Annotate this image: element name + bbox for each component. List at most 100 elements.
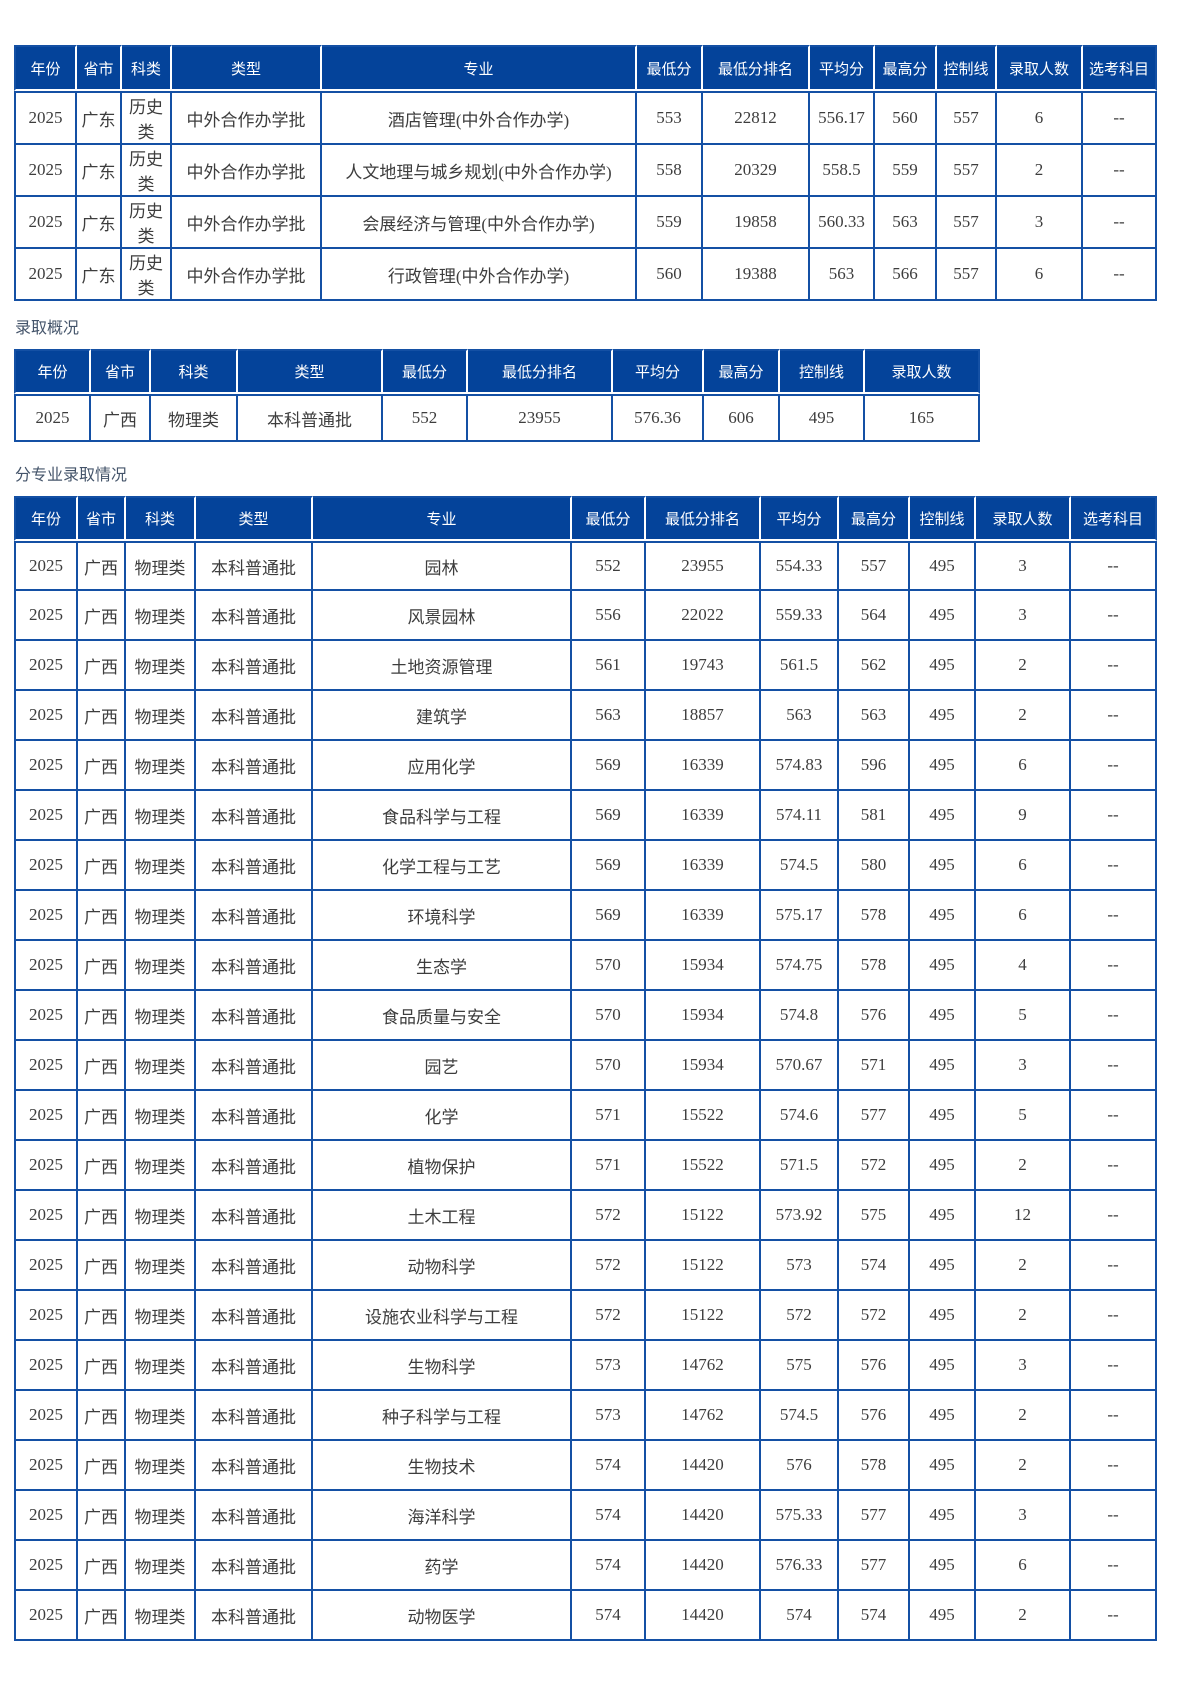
table-cell: 495 [910, 741, 976, 791]
table-cell: 6 [976, 891, 1071, 941]
table-cell: 物理类 [126, 541, 196, 591]
table-cell: 广东 [77, 145, 122, 197]
table-cell: 495 [910, 691, 976, 741]
table-cell: 广西 [78, 1341, 126, 1391]
table-cell: 本科普通批 [196, 1341, 313, 1391]
table-cell: 广西 [78, 1491, 126, 1541]
table-cell: 562 [839, 641, 910, 691]
table-cell: 556 [572, 591, 646, 641]
table-cell: 15522 [646, 1141, 761, 1191]
table-row: 2025 广西 物理类 本科普通批 风景园林 556 22022 559.33 564 495 3-… [14, 591, 1157, 641]
table-cell: -- [1071, 1491, 1157, 1541]
table-cell: 563 [810, 249, 875, 301]
table-cell: 556.17 [810, 91, 875, 145]
table-cell: 物理类 [126, 691, 196, 741]
table-cell: -- [1071, 1591, 1157, 1641]
table-cell: 环境科学 [313, 891, 572, 941]
table-cell: 5 [976, 991, 1071, 1041]
table-cell: 557 [839, 541, 910, 591]
table-cell: 574.8 [761, 991, 839, 1041]
table-cell: 557 [937, 91, 997, 145]
column-header: 控制线 [780, 349, 865, 394]
table-cell: 552 [383, 394, 468, 442]
table-cell: 574.11 [761, 791, 839, 841]
table-cell: 495 [910, 1141, 976, 1191]
table-cell: 物理类 [126, 591, 196, 641]
table-cell: 573 [572, 1391, 646, 1441]
table-cell: 495 [910, 591, 976, 641]
table-cell: -- [1083, 249, 1157, 301]
table-cell: 广西 [78, 1241, 126, 1291]
table-cell: 572 [761, 1291, 839, 1341]
table-cell: 564 [839, 591, 910, 641]
table-cell: 2025 [14, 1191, 78, 1241]
table-cell: 16339 [646, 741, 761, 791]
table-cell: 574 [839, 1591, 910, 1641]
table-cell: 566 [875, 249, 937, 301]
table-row: 2025 广东 历史类 中外合作办学批 人文地理与城乡规划(中外合作办学) 558 2032… [14, 145, 1157, 197]
table-cell: 571 [572, 1141, 646, 1191]
table-cell: 577 [839, 1491, 910, 1541]
table-cell: 本科普通批 [196, 1091, 313, 1141]
table-cell: 生物技术 [313, 1441, 572, 1491]
table-cell: 物理类 [126, 641, 196, 691]
table-cell: 495 [780, 394, 865, 442]
table-cell: -- [1071, 1391, 1157, 1441]
column-header: 平均分 [761, 496, 839, 541]
table-cell: 571 [572, 1091, 646, 1141]
table-row: 2025 广西 物理类 本科普通批 552 23955 576.36 606 495 165 [14, 394, 980, 442]
table-cell: 本科普通批 [196, 1141, 313, 1191]
table-cell: 2025 [14, 741, 78, 791]
table-cell: -- [1071, 591, 1157, 641]
table-cell: 2025 [14, 1241, 78, 1291]
table-row: 2025 广西 物理类 本科普通批 生物科学 573 14762 575 576 495 3 -- [14, 1341, 1157, 1391]
table-cell: 495 [910, 1391, 976, 1441]
table-cell: 2 [976, 691, 1071, 741]
table-cell: 2025 [14, 91, 77, 145]
table-cell: 本科普通批 [196, 1041, 313, 1091]
table-header: 年份 省市 科类 类型 专业 最低分 最低分排名 平均分 最高分 控制线 录取人数 选考科目 [14, 496, 1157, 541]
table-cell: -- [1071, 1041, 1157, 1091]
table-cell: 2025 [14, 394, 91, 442]
table-cell: 581 [839, 791, 910, 841]
column-header: 选考科目 [1071, 496, 1157, 541]
table-cell: 2025 [14, 541, 78, 591]
table-row: 2025 广西 物理类 本科普通批 土木工程 572 15122 573.92 575 495 12… [14, 1191, 1157, 1241]
table-cell: 574.6 [761, 1091, 839, 1141]
table-cell: 495 [910, 1191, 976, 1241]
table-cell: 广西 [78, 1091, 126, 1141]
table-cell: 本科普通批 [196, 891, 313, 941]
table-cell: 14762 [646, 1341, 761, 1391]
table-cell: 558.5 [810, 145, 875, 197]
table-cell: 设施农业科学与工程 [313, 1291, 572, 1341]
table-cell: 570.67 [761, 1041, 839, 1091]
table-cell: 15122 [646, 1191, 761, 1241]
column-header: 类型 [172, 45, 322, 91]
table-cell: 557 [937, 197, 997, 249]
table-cell: 23955 [646, 541, 761, 591]
table-cell: 6 [997, 249, 1083, 301]
table-cell: 物理类 [126, 891, 196, 941]
table-cell: 物理类 [126, 1041, 196, 1091]
table-cell: 15934 [646, 941, 761, 991]
column-header: 科类 [126, 496, 196, 541]
table-cell: 22022 [646, 591, 761, 641]
table-cell: 574.5 [761, 1391, 839, 1441]
table-cell: 15934 [646, 1041, 761, 1091]
table-row: 2025 广西 物理类 本科普通批 建筑学 563 18857 563 563 495 2 -- [14, 691, 1157, 741]
table-cell: 物理类 [126, 741, 196, 791]
table-cell: 2025 [14, 1491, 78, 1541]
table-cell: 广西 [78, 1291, 126, 1341]
table-cell: 物理类 [126, 1091, 196, 1141]
table-cell: 2 [976, 641, 1071, 691]
column-header: 最低分 [383, 349, 468, 394]
table-cell: 573 [572, 1341, 646, 1391]
table-cell: 2025 [14, 841, 78, 891]
table-cell: 557 [937, 145, 997, 197]
column-header: 类型 [196, 496, 313, 541]
table-cell: 561 [572, 641, 646, 691]
table-cell: 园艺 [313, 1041, 572, 1091]
column-header: 年份 [14, 496, 78, 541]
table-cell: 本科普通批 [196, 1591, 313, 1641]
table-cell: 本科普通批 [196, 1191, 313, 1241]
